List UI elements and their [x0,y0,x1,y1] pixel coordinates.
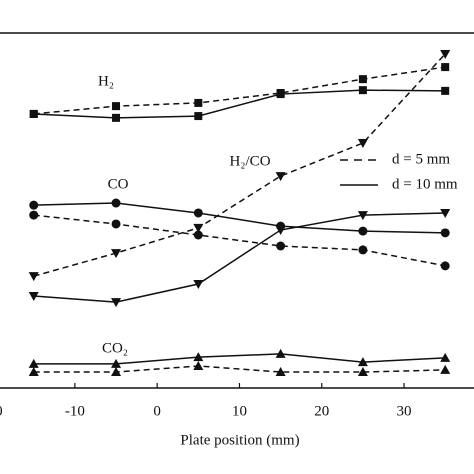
marker [358,86,367,95]
annotation: H₂ [98,73,114,89]
marker [275,367,286,377]
marker [29,109,38,118]
marker [275,348,286,358]
marker [441,86,450,95]
x-tick-label: -10 [65,403,85,419]
marker [111,249,122,259]
marker [358,75,367,84]
marker [29,200,39,210]
x-tick-label: 30 [397,403,412,419]
marker [111,367,122,377]
marker [28,292,39,302]
series-line [33,353,446,365]
annotation: CO [108,176,129,192]
annotation: H₂/CO [229,153,270,169]
marker [275,172,286,182]
series-line [33,89,446,119]
marker [112,113,121,122]
marker [193,352,204,362]
marker [193,360,204,370]
marker [276,90,285,99]
marker [193,279,204,289]
marker [276,221,286,231]
marker [194,112,203,121]
series-line [33,365,446,373]
marker [112,102,121,111]
marker [28,358,39,368]
series-line [33,53,446,277]
legend-label: d = 5 mm [392,151,450,167]
marker [29,210,39,220]
marker [440,228,450,238]
marker [357,367,368,377]
marker [357,211,368,221]
marker [440,352,451,362]
series-line [33,202,446,234]
marker [440,261,450,271]
marker [440,49,451,59]
x-tick-label: -20 [0,403,3,419]
annotation: CO₂ [102,340,128,356]
marker [28,272,39,282]
marker [357,139,368,149]
series-line [33,212,446,303]
marker [111,219,121,229]
marker [111,198,121,208]
series-line [33,214,446,267]
marker [358,245,368,255]
marker [194,98,203,107]
marker [28,367,39,377]
marker [111,298,122,308]
series-line [33,66,446,115]
x-tick-label: 10 [232,403,247,419]
legend-label: d = 10 mm [392,176,458,192]
marker [440,364,451,374]
marker [193,223,204,233]
marker [358,226,368,236]
marker [193,208,203,218]
marker [193,230,203,240]
marker [440,208,451,218]
marker [357,357,368,367]
marker [276,241,286,251]
x-tick-label: 20 [314,403,329,419]
x-tick-label: 0 [153,403,161,419]
marker [441,63,450,72]
marker [111,358,122,368]
x-axis-label: Plate position (mm) [180,432,299,448]
